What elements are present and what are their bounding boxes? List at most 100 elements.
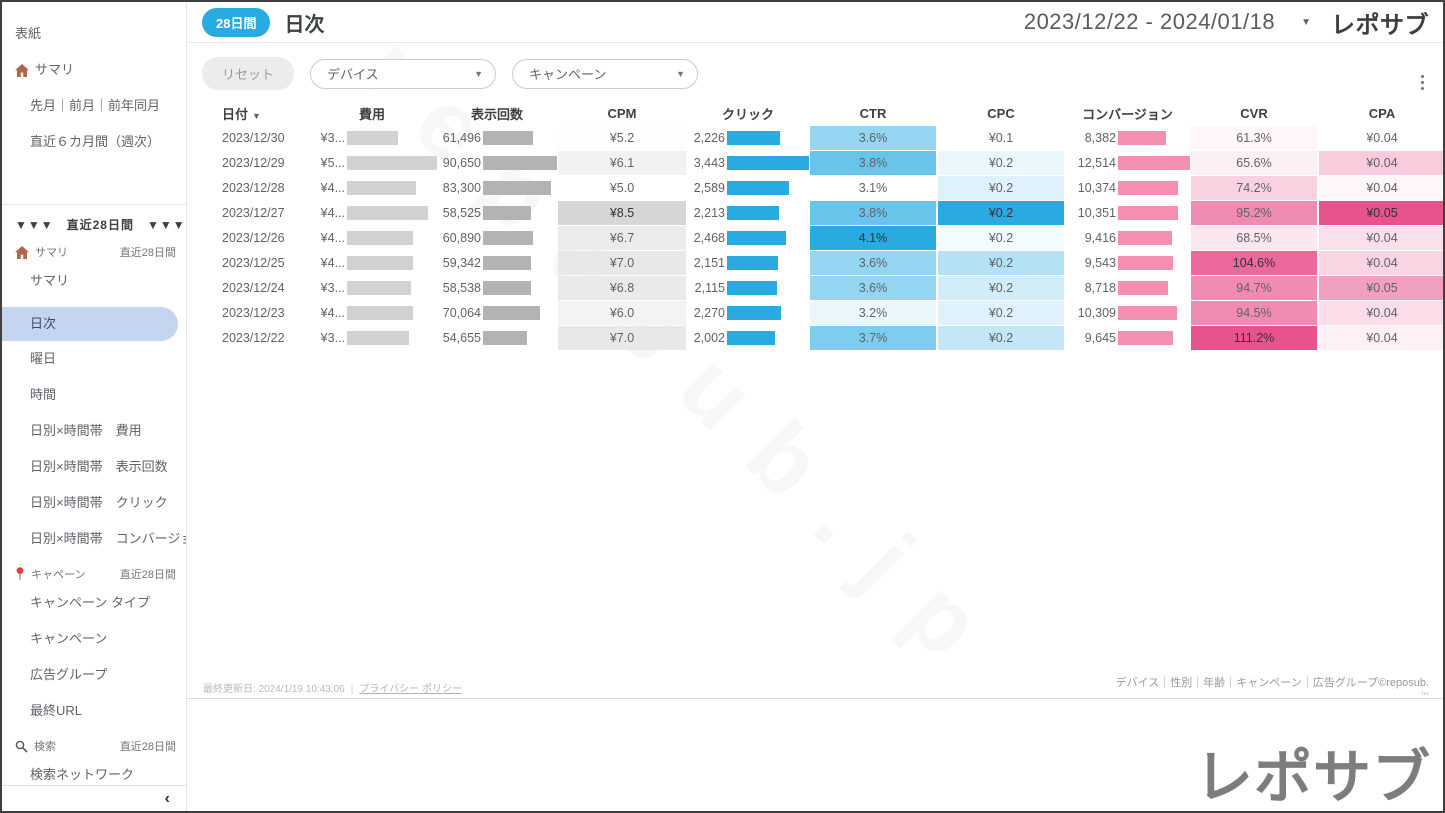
cell-ctr: 3.2%	[810, 301, 936, 325]
table-body: 2023/12/30 ¥3... 61,496 ¥5.2 2,226 3.6% ¥0.1 8,…	[202, 126, 1443, 350]
sidebar-item[interactable]: 検索ネットワーク	[2, 765, 186, 785]
table-row: 2023/12/24 ¥3... 58,538 ¥6.8 2,115 3.6% ¥0.2 8,…	[202, 276, 1443, 300]
cell-date: 2023/12/25	[222, 256, 285, 270]
cell-cpc: ¥0.1	[938, 126, 1064, 150]
cell-cpm: ¥5.2	[558, 126, 686, 150]
sidebar-item[interactable]: 表紙	[2, 24, 186, 44]
campaign-filter-dropdown[interactable]: キャンペーン ▼	[512, 58, 699, 89]
device-filter-dropdown[interactable]: デバイス ▼	[310, 58, 497, 89]
privacy-policy-link[interactable]: プライバシー ポリシー	[359, 684, 462, 695]
sidebar-item[interactable]: キャンペーン	[2, 629, 186, 649]
cell-cpa: ¥0.04	[1319, 251, 1443, 275]
sidebar-section-period: 直近28日間	[119, 247, 176, 259]
reset-button[interactable]: リセット	[202, 57, 295, 90]
sidebar-item-selected[interactable]: 日次	[2, 307, 178, 341]
column-header-clicks[interactable]: クリック	[721, 106, 774, 122]
sidebar-item-label: 日別×時間帯 費用	[30, 423, 142, 438]
cell-imp: 90,650	[437, 151, 557, 175]
cost-bar	[347, 331, 410, 345]
sidebar-item[interactable]: 日別×時間帯 クリック	[2, 493, 186, 513]
period-badge[interactable]: 28日間	[202, 7, 271, 37]
cell-clicks: 2,213	[687, 201, 809, 225]
cell-date: 2023/12/23	[222, 306, 285, 320]
cell-cpm: ¥6.1	[558, 151, 686, 175]
sidebar-item[interactable]: キャンペーン タイプ	[2, 593, 186, 613]
sidebar-item[interactable]: 先月｜前月｜前年同月	[2, 96, 186, 116]
sidebar-item[interactable]: 最終URL	[2, 701, 186, 721]
clicks-bar	[727, 156, 809, 170]
column-header-cpc[interactable]: CPC	[987, 105, 1015, 121]
column-header-ctr[interactable]: CTR	[859, 105, 887, 121]
filter-row: リセット デバイス ▼ キャンペーン ▼	[202, 57, 1443, 90]
sort-caret-icon: ▼	[252, 110, 261, 121]
clicks-bar	[727, 306, 782, 320]
sidebar-divider	[2, 204, 186, 205]
cell-cvr: 94.7%	[1191, 276, 1317, 300]
imp-bar	[483, 331, 528, 345]
imp-bar	[483, 131, 534, 145]
table-row: 2023/12/28 ¥4... 83,300 ¥5.0 2,589 3.1% ¥0.2 10…	[202, 176, 1443, 200]
sidebar-item[interactable]: 日別×時間帯 表示回数	[2, 457, 186, 477]
cost-bar	[347, 281, 411, 295]
cell-conv: 8,382	[1065, 126, 1190, 150]
column-header-cpa[interactable]: CPA	[1368, 105, 1396, 121]
sidebar-item-label: 曜日	[30, 351, 57, 366]
sidebar-item-label: 日別×時間帯 コンバージョ...	[30, 531, 187, 546]
sidebar-item[interactable]: 日別×時間帯 費用	[2, 421, 186, 441]
column-header-cvr[interactable]: CVR	[1240, 105, 1268, 121]
column-header-cpm[interactable]: CPM	[607, 105, 637, 121]
more-options-icon[interactable]	[1418, 72, 1427, 93]
cell-cvr: 94.5%	[1191, 301, 1317, 325]
imp-bar	[483, 231, 533, 245]
sidebar-item[interactable]: 広告グループ	[2, 665, 186, 685]
sidebar-item[interactable]: 日別×時間帯 コンバージョ...	[2, 529, 186, 549]
sidebar-item-label: 先月｜前月｜前年同月	[30, 98, 161, 113]
conv-bar	[1118, 256, 1173, 270]
cell-clicks: 2,468	[687, 226, 809, 250]
cell-cpc: ¥0.2	[938, 251, 1064, 275]
cell-cpm: ¥6.8	[558, 276, 686, 300]
panel-footer: 最終更新日: 2024/1/19 10:43:06 | プライバシー ポリシー デバ…	[203, 674, 1429, 695]
sidebar-section-header: キャペーン 直近28日間	[2, 565, 186, 583]
column-header-imp[interactable]: 表示回数	[470, 106, 523, 122]
sidebar-item-label: 最終URL	[30, 703, 83, 718]
sidebar-footer: ‹	[2, 785, 186, 811]
sidebar-collapse-icon[interactable]: ‹	[164, 789, 170, 807]
sidebar-item[interactable]: 時間	[2, 385, 186, 405]
cost-bar	[347, 256, 413, 270]
imp-bar	[483, 306, 540, 320]
cell-clicks: 2,002	[687, 326, 809, 350]
column-header-cost[interactable]: 費用	[358, 106, 385, 122]
cell-cpa: ¥0.04	[1319, 126, 1443, 150]
column-header-date[interactable]: 日付 ▼	[222, 106, 261, 122]
table-row: 2023/12/26 ¥4... 60,890 ¥6.7 2,468 4.1% ¥0.2 9,…	[202, 226, 1443, 250]
sidebar-item[interactable]: サマリ	[2, 60, 186, 80]
cell-ctr: 3.8%	[810, 201, 936, 225]
cell-imp: 83,300	[437, 176, 557, 200]
sidebar-item[interactable]: 直近６カ月間（週次）	[2, 132, 186, 152]
cell-cpc: ¥0.2	[938, 176, 1064, 200]
chevron-down-icon[interactable]: ▼	[1301, 16, 1311, 28]
table-row: 2023/12/23 ¥4... 70,064 ¥6.0 2,270 3.2% ¥0.2 10…	[202, 301, 1443, 325]
below-panel-area: レポサブ	[187, 699, 1443, 811]
cost-bar	[347, 306, 413, 320]
sidebar-item-label: 表紙	[15, 26, 42, 41]
column-header-conv[interactable]: コンバージョン	[1082, 106, 1173, 122]
cell-ctr: 3.8%	[810, 151, 936, 175]
sidebar-item-label: キャンペーン	[30, 631, 108, 646]
sidebar-item[interactable]: 曜日	[2, 349, 186, 369]
sidebar-section-banner: ▼▼▼ 直近28日間 ▼▼▼	[15, 218, 186, 232]
date-range-selector[interactable]: 2023/12/22 - 2024/01/18	[1023, 9, 1276, 34]
cell-cvr: 74.2%	[1191, 176, 1317, 200]
cell-date: 2023/12/30	[222, 131, 285, 145]
cell-conv: 9,543	[1065, 251, 1190, 275]
cell-imp: 70,064	[437, 301, 557, 325]
imp-bar	[483, 156, 557, 170]
cell-cvr: 68.5%	[1191, 226, 1317, 250]
cell-cost: ¥4...	[307, 226, 437, 250]
dimensions-text: デバイス｜性別｜年齢｜キャンペーン｜広告グループ©reposub.	[1115, 677, 1429, 689]
cell-conv: 8,718	[1065, 276, 1190, 300]
sidebar-item[interactable]: サマリ	[2, 271, 186, 291]
imp-bar	[483, 256, 532, 270]
cost-bar	[347, 231, 413, 245]
